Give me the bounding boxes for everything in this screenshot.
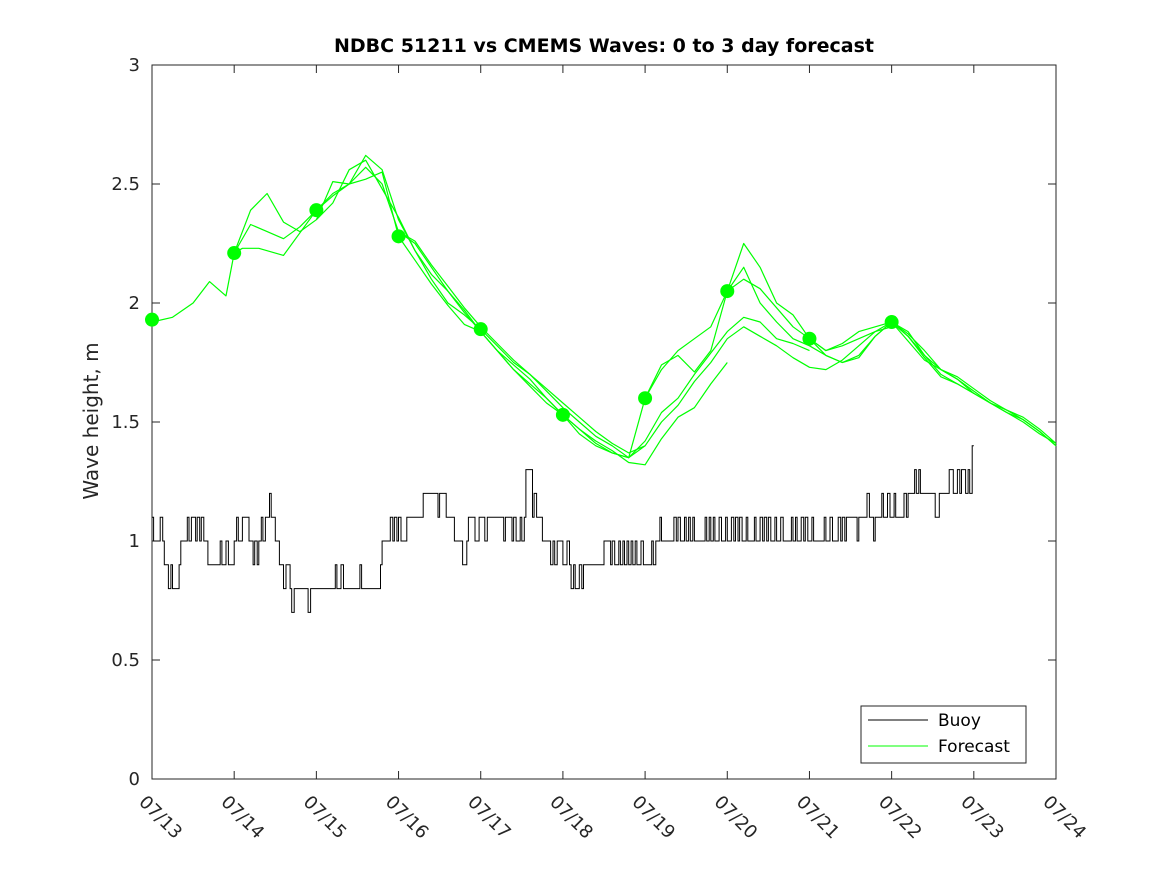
forecast-line [644,242,1057,444]
y-tick-label: 2 [129,293,140,314]
x-tick-label: 07/17 [463,792,515,844]
forecast-start-marker [884,315,899,330]
x-tick-label: 07/21 [792,792,844,844]
forecast-series [151,154,1057,466]
forecast-line [726,278,1057,447]
buoy-line [152,445,974,613]
forecast-line [809,321,1057,444]
forecast-line [891,321,1057,447]
forecast-start-marker [227,246,242,261]
y-tick-label: 1 [129,531,140,552]
legend: Buoy Forecast [860,705,1027,764]
forecast-line [398,231,810,459]
x-tick-label: 07/18 [545,792,597,844]
x-tick-label: 07/24 [1038,792,1090,844]
forecast-start-marker [473,322,488,337]
forecast-markers [145,203,899,422]
forecast-line [480,326,892,454]
forecast-start-marker [802,331,817,346]
x-tick-label: 07/22 [874,792,926,844]
forecast-line [315,159,646,459]
forecast-line [315,166,564,416]
forecast-start-marker [638,391,653,406]
y-tick-label: 2.5 [111,174,140,195]
plot-frame [151,64,1057,780]
forecast-line [151,209,317,323]
y-tick-label: 3 [129,55,140,76]
forecast-start-marker [720,284,735,299]
x-tick-label: 07/13 [134,792,186,844]
buoy-series [152,445,974,613]
forecast-start-marker [309,203,324,218]
x-tick-label: 07/16 [381,792,433,844]
y-axis-label: Wave height, m [79,342,103,499]
forecast-start-marker [145,312,159,327]
y-tick-label: 1.5 [111,412,140,433]
legend-box [860,705,1027,764]
legend-forecast-label: Forecast [938,737,1010,757]
x-tick-label: 07/19 [628,792,680,844]
x-tick-label: 07/15 [299,792,351,844]
x-tick-label: 07/14 [217,792,269,844]
chart-title: NDBC 51211 vs CMEMS Waves: 0 to 3 day fo… [334,35,874,57]
y-tick-label: 0 [129,769,140,790]
x-tick-label: 07/23 [956,792,1008,844]
x-tick-label: 07/20 [710,792,762,844]
forecast-start-marker [391,229,406,244]
forecast-start-marker [555,407,570,422]
forecast-line [233,154,482,330]
legend-buoy-label: Buoy [938,711,981,731]
forecast-line [562,266,975,459]
y-tick-label: 0.5 [111,650,140,671]
